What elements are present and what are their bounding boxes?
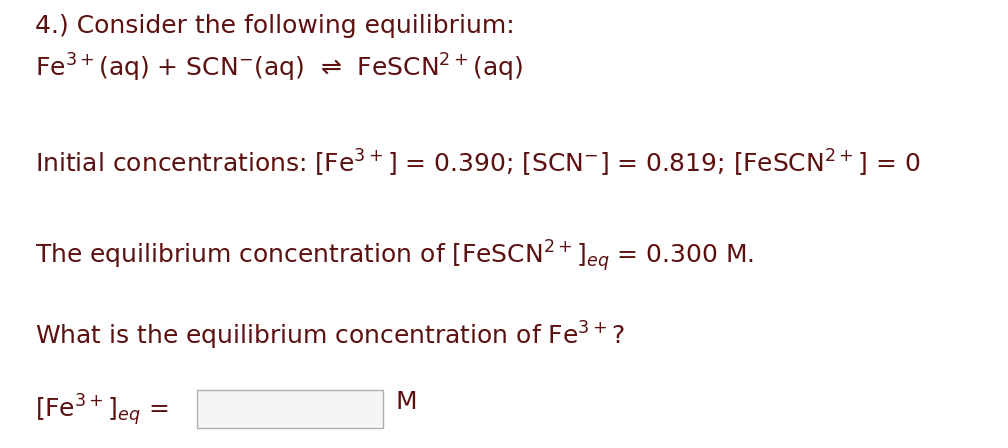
Text: Fe$^{3+}$(aq) + SCN$^{-}$(aq)  ⇌  FeSCN$^{2+}$(aq): Fe$^{3+}$(aq) + SCN$^{-}$(aq) ⇌ FeSCN$^{… [35, 52, 523, 84]
Text: M: M [395, 390, 416, 414]
FancyBboxPatch shape [197, 390, 383, 428]
Text: What is the equilibrium concentration of Fe$^{3+}$?: What is the equilibrium concentration of… [35, 320, 625, 352]
Text: [Fe$^{3+}$]$_{eq}$ =: [Fe$^{3+}$]$_{eq}$ = [35, 392, 168, 428]
Text: The equilibrium concentration of [FeSCN$^{2+}$]$_{eq}$ = 0.300 M.: The equilibrium concentration of [FeSCN$… [35, 238, 754, 274]
Text: Initial concentrations: [Fe$^{3+}$] = 0.390; [SCN$^{-}$] = 0.819; [FeSCN$^{2+}$]: Initial concentrations: [Fe$^{3+}$] = 0.… [35, 148, 920, 179]
Text: 4.) Consider the following equilibrium:: 4.) Consider the following equilibrium: [35, 14, 515, 38]
